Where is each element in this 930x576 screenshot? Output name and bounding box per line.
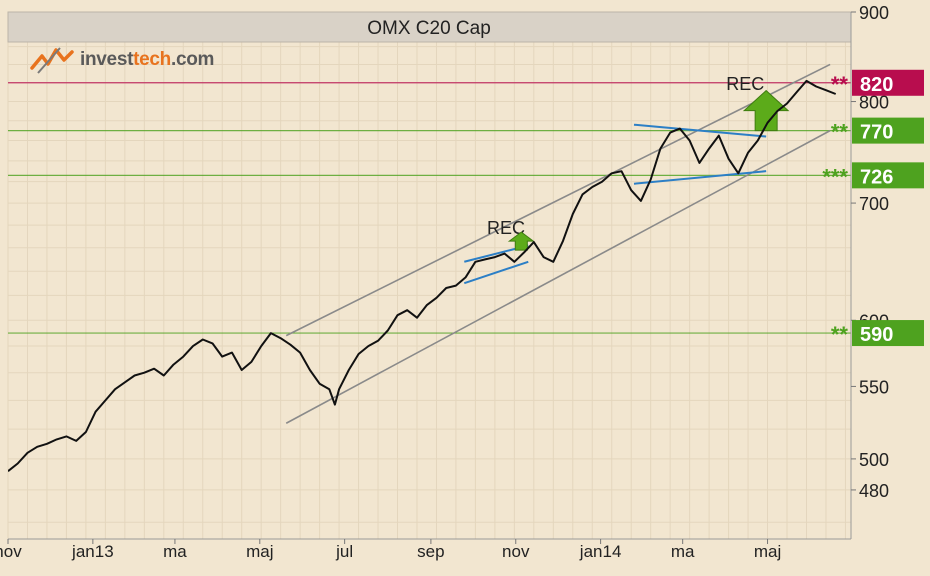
brand-logo: investtech.com xyxy=(30,44,214,76)
up-arrow-icon xyxy=(742,89,790,132)
x-tick-label: ma xyxy=(671,542,695,561)
pattern-1-label: REC xyxy=(487,218,525,238)
level-badge xyxy=(852,162,924,189)
y-tick-label: 500 xyxy=(859,450,889,470)
x-tick-label: maj xyxy=(246,542,273,561)
level-badge-label: 726 xyxy=(860,166,893,188)
level-badge xyxy=(852,320,924,347)
x-tick-label: sep xyxy=(417,542,444,561)
y-tick-label: 800 xyxy=(859,93,889,113)
level-stars: ** xyxy=(831,322,849,347)
level-badge xyxy=(852,69,924,96)
level-badge-label: 590 xyxy=(860,324,893,346)
level-badge-label: 820 xyxy=(860,74,893,96)
patterns: REC REC xyxy=(463,74,790,285)
y-tick-label: 550 xyxy=(859,377,889,397)
title-bar xyxy=(7,11,852,43)
level-badge-label: 770 xyxy=(860,122,893,144)
trend-channel-line-1 xyxy=(285,63,831,337)
x-tick-label: maj xyxy=(754,542,781,561)
brand-name: investtech.com xyxy=(80,49,215,70)
trend-channel-line-2 xyxy=(285,129,831,424)
y-axis: 480500550600700800900 xyxy=(851,3,889,501)
x-tick-label: nov xyxy=(0,542,22,561)
x-tick-label: nov xyxy=(502,542,530,561)
level-stars: ** xyxy=(831,120,849,145)
x-tick-label: jul xyxy=(335,542,353,561)
level-badge xyxy=(852,117,924,144)
trend-channel xyxy=(285,63,831,424)
investtech-logo-icon xyxy=(30,47,74,74)
y-tick-label: 480 xyxy=(859,481,889,501)
pattern-1-line-2 xyxy=(463,260,529,285)
price-series-line xyxy=(8,79,837,472)
level-stars: *** xyxy=(822,164,848,189)
y-tick-label: 900 xyxy=(859,3,889,23)
level-stars: ** xyxy=(831,72,849,97)
x-axis: nov jan13 ma maj jul sep nov jan14 ma maj xyxy=(0,539,781,561)
pattern-2-line-2 xyxy=(633,170,767,185)
level-labels: ** 820 ** 770 *** 726 ** 590 xyxy=(822,69,924,347)
x-tick-label: jan14 xyxy=(579,542,622,561)
x-tick-label: jan13 xyxy=(71,542,114,561)
series-layer xyxy=(8,79,837,472)
y-tick-label: 700 xyxy=(859,194,889,214)
pattern-2-label: REC xyxy=(726,74,764,94)
pattern-2-line-1 xyxy=(633,123,767,138)
x-tick-label: ma xyxy=(163,542,187,561)
chart-title: OMX C20 Cap xyxy=(367,18,491,39)
